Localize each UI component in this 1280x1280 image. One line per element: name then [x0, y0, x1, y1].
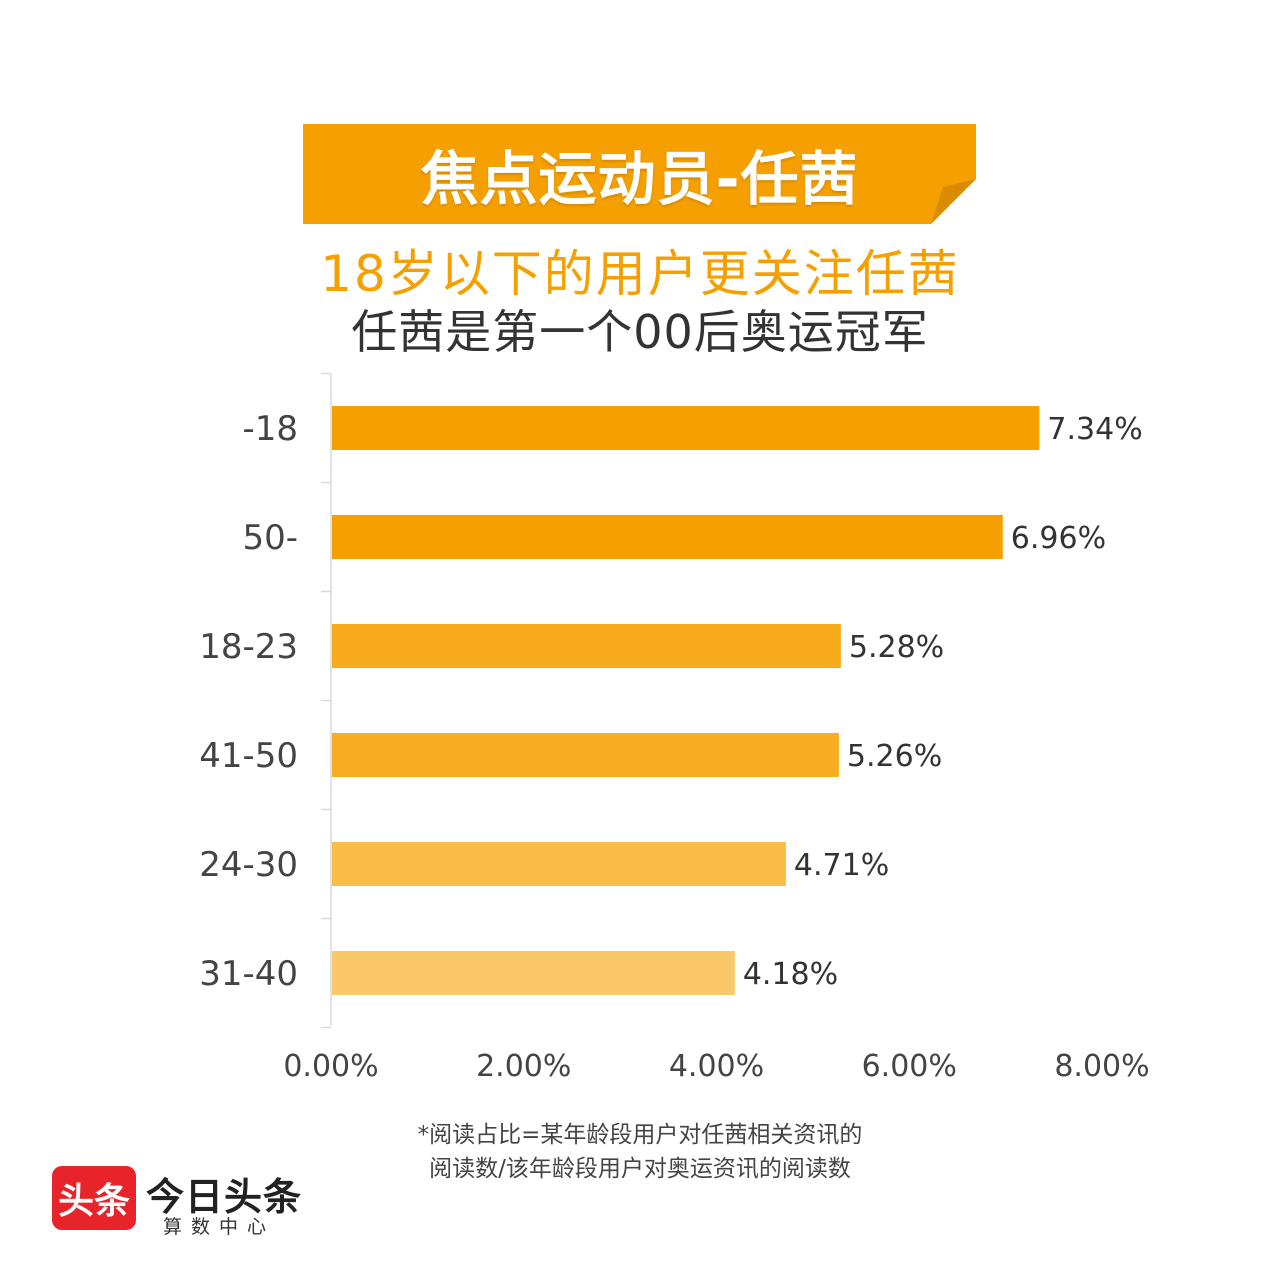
x-tick-label: 0.00% [283, 1049, 378, 1084]
y-tick-label: 41-50 [199, 736, 298, 776]
data-label: 5.26% [847, 739, 942, 774]
data-label: 4.18% [743, 957, 838, 992]
data-label: 4.71% [794, 848, 889, 883]
y-tick-label: 18-23 [199, 627, 298, 667]
title-banner: 焦点运动员-任茜 [303, 124, 976, 224]
toutiao-logo-icon: 头条 [52, 1166, 136, 1230]
bar [332, 624, 841, 668]
data-label: 5.28% [849, 630, 944, 665]
brand-subtitle: 算数中心 [163, 1216, 276, 1238]
x-tick-label: 6.00% [862, 1049, 957, 1084]
y-tick-label: 31-40 [199, 954, 298, 994]
banner-title: 焦点运动员-任茜 [420, 145, 859, 213]
chart-subtitle: 18岁以下的用户更关注任茜 [320, 245, 960, 303]
y-tick-label: -18 [242, 409, 298, 449]
y-tick-label: 50- [242, 518, 298, 558]
brand-name: 今日头条 [146, 1175, 303, 1219]
data-label: 6.96% [1011, 521, 1106, 556]
y-tick-label: 24-30 [199, 845, 298, 885]
footnote-line-1: *阅读占比=某年龄段用户对任茜相关资讯的 [417, 1122, 863, 1148]
bar [332, 406, 1040, 450]
footnote: *阅读占比=某年龄段用户对任茜相关资讯的 阅读数/该年龄段用户对奥运资讯的阅读数 [340, 1118, 940, 1186]
bar-chart: -18 7.34% 50- 6.96% 18-23 5.28% 41-50 5.26% 24-3… [199, 372, 1150, 1084]
bar [332, 515, 1003, 559]
data-label: 7.34% [1047, 412, 1142, 447]
chart-subtitle-secondary: 任茜是第一个00后奥运冠军 [351, 305, 929, 359]
bar [332, 951, 735, 995]
banner-shape [303, 124, 976, 224]
x-tick-label: 4.00% [669, 1049, 764, 1084]
x-tick-label: 2.00% [476, 1049, 571, 1084]
x-tick-label: 8.00% [1054, 1049, 1149, 1084]
bar [332, 842, 786, 886]
bar [332, 733, 839, 777]
footnote-line-2: 阅读数/该年龄段用户对奥运资讯的阅读数 [429, 1156, 851, 1182]
